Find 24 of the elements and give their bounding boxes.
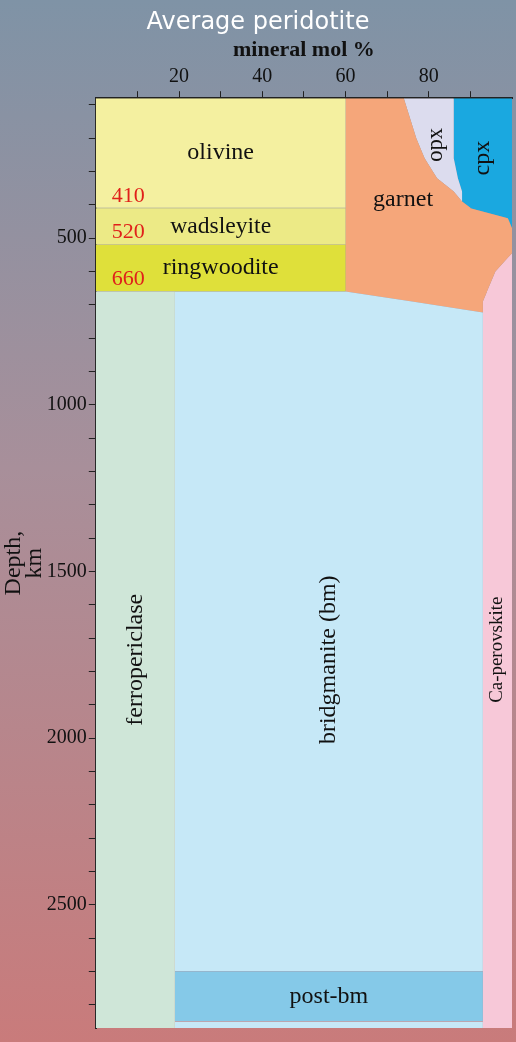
series-label: post-bm [289, 981, 369, 1008]
x-tick-label: 60 [335, 64, 356, 87]
y-tick-label: 1000 [46, 392, 87, 415]
y-tick-label: 2500 [46, 891, 87, 914]
series-label: ringwoodite [162, 253, 279, 280]
x-tick-label: 40 [252, 64, 273, 87]
y-tick-label: 1500 [46, 558, 87, 581]
y-tick-label: 500 [56, 225, 87, 248]
y-axis-title: Depth, km [0, 530, 46, 596]
chart-title: Average peridotite [146, 6, 370, 35]
series-label: garnet [373, 185, 434, 212]
series-label: opx [422, 127, 448, 162]
series-label: bridgmanite (bm) [314, 575, 341, 745]
series-label: Ca-perovskite [485, 596, 507, 703]
series-label: ferropericlase [120, 593, 147, 726]
annotation: 520 [111, 218, 145, 244]
annotation: 660 [111, 264, 145, 290]
x-tick-label: 80 [418, 64, 439, 87]
x-axis-title: mineral mol % [233, 35, 375, 61]
annotation: 410 [111, 181, 145, 207]
series-label: olivine [187, 138, 254, 165]
x-tick-label: 20 [169, 64, 190, 87]
y-tick-label: 2000 [46, 725, 87, 748]
series-label: wadsleyite [170, 211, 272, 238]
